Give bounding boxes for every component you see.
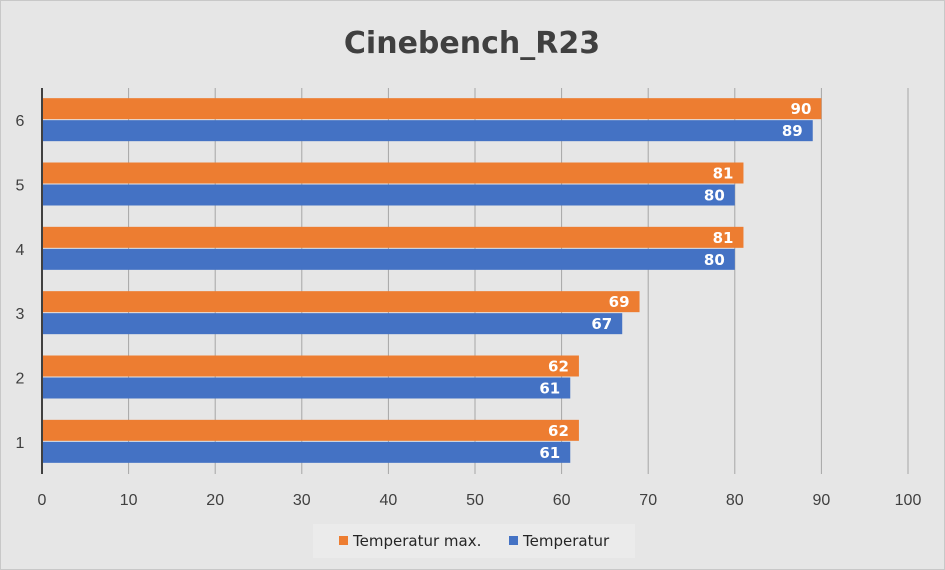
- y-tick-label: 4: [16, 242, 25, 259]
- y-tick-label: 3: [16, 306, 25, 323]
- bar-temperatur-5: [42, 184, 735, 206]
- y-tick-label: 6: [16, 113, 25, 130]
- x-tick-label: 70: [639, 492, 657, 509]
- data-label: 61: [539, 380, 560, 398]
- data-label: 90: [791, 100, 812, 118]
- bar-temperatur-4: [42, 248, 735, 270]
- data-label: 81: [713, 165, 734, 183]
- data-label: 80: [704, 251, 725, 269]
- bar-temperatur-max-1: [42, 419, 579, 441]
- bar-temperatur-max-3: [42, 291, 640, 313]
- y-tick-label: 1: [16, 435, 25, 452]
- bar-temperatur-max-6: [42, 98, 822, 120]
- data-labels: 62 61 62 61 69 67 81 80 81 80 90 89: [539, 100, 811, 462]
- y-axis-ticks: 1 2 3 4 5 6: [16, 113, 25, 452]
- y-tick-label: 5: [16, 178, 25, 195]
- legend-swatch: [509, 536, 518, 545]
- x-tick-label: 50: [466, 492, 484, 509]
- x-axis-ticks: 0 10 20 30 40 50 60 70 80 90 100: [38, 492, 922, 509]
- bar-temperatur-max-4: [42, 226, 744, 248]
- data-label: 80: [704, 187, 725, 205]
- bar-temperatur-2: [42, 377, 571, 399]
- legend: Temperatur max. Temperatur: [313, 524, 635, 558]
- x-tick-label: 100: [895, 492, 922, 509]
- data-label: 61: [539, 444, 560, 462]
- x-tick-label: 0: [38, 492, 47, 509]
- data-label: 67: [591, 315, 612, 333]
- data-label: 81: [713, 229, 734, 247]
- x-tick-label: 20: [206, 492, 224, 509]
- data-label: 62: [548, 358, 569, 376]
- bar-temperatur-max-2: [42, 355, 579, 377]
- legend-label: Temperatur: [522, 532, 610, 550]
- gridlines: [128, 88, 909, 474]
- x-tick-label: 90: [813, 492, 831, 509]
- bar-temperatur-max-5: [42, 162, 744, 184]
- bar-temperatur-1: [42, 441, 571, 463]
- data-label: 89: [782, 122, 803, 140]
- legend-swatch: [339, 536, 348, 545]
- bar-temperatur-3: [42, 313, 623, 335]
- x-tick-label: 30: [293, 492, 311, 509]
- x-tick-label: 80: [726, 492, 744, 509]
- legend-label: Temperatur max.: [352, 532, 481, 550]
- data-label: 62: [548, 422, 569, 440]
- x-tick-label: 10: [120, 492, 138, 509]
- legend-background: [313, 524, 635, 558]
- data-label: 69: [609, 293, 630, 311]
- x-tick-label: 60: [553, 492, 571, 509]
- y-tick-label: 2: [16, 371, 25, 388]
- x-tick-label: 40: [380, 492, 398, 509]
- chart-title: Cinebench_R23: [344, 26, 600, 61]
- bar-temperatur-6: [42, 120, 813, 142]
- bars: [42, 98, 822, 463]
